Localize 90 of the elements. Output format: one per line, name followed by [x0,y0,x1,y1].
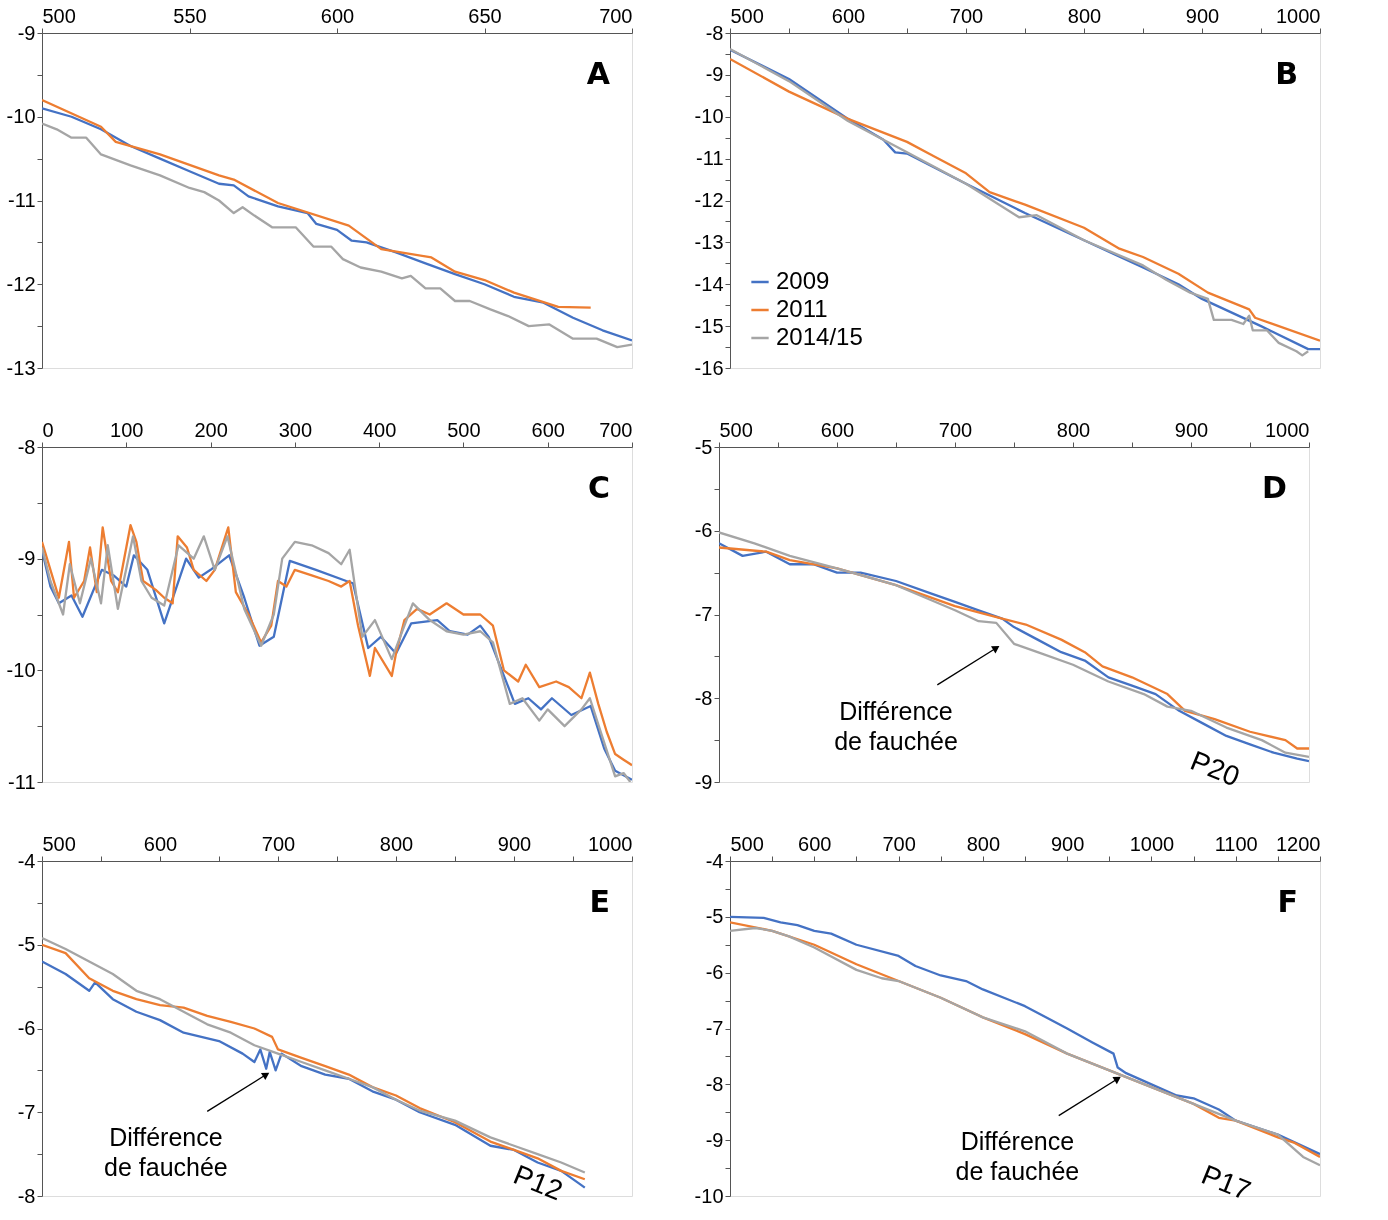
x-tick-label: 700 [882,832,916,855]
x-tick-label: 700 [261,832,296,855]
x-tick-label: 600 [143,832,178,855]
y-tick-label: -5 [17,933,36,956]
y-tick-label: -9 [694,770,713,793]
text: D [1262,470,1287,505]
x-tick-label: 500 [42,832,76,855]
annotation: Différence de fauchée [955,1127,1080,1186]
x-tick-label: 800 [379,832,414,855]
y-tick-label: -4 [17,849,36,872]
x-tick-label: 800 [1067,4,1102,27]
y-tick-label: -6 [17,1017,36,1039]
annotation: P20 [1186,744,1245,793]
text: C [587,470,610,505]
y-tick-label: -13 [694,230,724,253]
y-tick-label: -11 [8,189,36,211]
y-tick-label: -14 [694,272,724,295]
x-tick-label: 600 [798,832,832,855]
y-tick-label: -7 [705,1017,724,1039]
y-tick-label: -8 [17,435,36,458]
x-tick-label: 500 [730,832,764,855]
x-tick-label: 900 [497,832,532,855]
y-tick-label: -4 [705,849,724,872]
text: B [1275,56,1298,91]
y-tick-label: -9 [17,547,36,570]
y-tick-label: -8 [694,686,713,709]
x-tick-label: 650 [468,4,502,27]
x-tick-label: 100 [110,418,144,441]
y-tick-label: -8 [705,21,724,44]
y-tick-label: -11 [8,770,36,793]
legend-label: 2014/15 [776,323,863,350]
line-series [42,98,592,309]
y-tick-label: -6 [694,519,713,542]
x-tick-label: 500 [730,4,764,27]
y-tick-label: -12 [694,189,724,211]
y-tick-label: -5 [694,435,713,458]
text: E [589,884,610,919]
x-tick-label: 1000 [1265,418,1310,441]
x-tick-label: 1000 [1276,4,1321,27]
y-tick-label: -15 [694,314,724,337]
y-tick-label: -13 [6,356,36,379]
x-tick-label: 600 [831,4,866,27]
x-tick-label: 600 [820,418,855,441]
y-tick-label: -5 [705,905,724,928]
x-tick-label: 1000 [1129,832,1175,855]
y-tick-label: -7 [17,1100,36,1123]
annotation: P12 [509,1158,568,1207]
y-tick-label: -7 [694,603,713,625]
text: A [586,56,611,91]
x-tick-label: 1100 [1214,832,1258,855]
x-tick-label: 500 [719,418,753,441]
x-tick-label: 900 [1185,4,1220,27]
y-tick-label: -8 [705,1072,724,1095]
y-tick-label: -9 [705,1128,724,1151]
annotation: P17 [1197,1158,1256,1207]
x-tick-label: 500 [447,418,481,441]
y-tick-label: -16 [694,356,724,379]
y-tick-label: -8 [17,1184,36,1207]
x-tick-label: 200 [194,418,228,441]
x-tick-label: 600 [531,418,565,441]
x-tick-label: 0 [42,418,54,441]
x-tick-label: 600 [320,4,355,27]
x-tick-label: 700 [949,4,984,27]
x-tick-label: 400 [362,418,397,441]
y-tick-label: -9 [705,63,724,86]
y-tick-label: -10 [6,105,36,128]
y-tick-label: -10 [6,658,36,681]
text: F [1277,884,1298,919]
y-tick-label: -10 [694,105,724,128]
y-tick-label: -12 [6,272,36,295]
annotation: Différence de fauchée [834,696,958,755]
y-tick-label: -6 [705,961,724,984]
x-tick-label: 700 [599,4,633,27]
x-tick-label: 900 [1174,418,1209,441]
x-tick-label: 550 [173,4,207,27]
y-tick-label: -10 [694,1184,724,1207]
x-tick-label: 700 [599,418,633,441]
x-tick-label: 700 [938,418,973,441]
x-tick-label: 500 [42,4,76,27]
x-tick-label: 900 [1050,832,1085,855]
legend-label: 2009 [776,267,830,294]
x-tick-label: 1200 [1276,832,1321,855]
annotation: Différence de fauchée [104,1123,228,1182]
x-tick-label: 1000 [588,832,633,855]
y-tick-label: -11 [696,147,724,170]
x-tick-label: 800 [1056,418,1091,441]
y-tick-label: -9 [17,21,36,44]
legend-label: 2011 [776,295,828,322]
x-tick-label: 300 [278,418,313,441]
x-tick-label: 800 [966,832,1001,855]
